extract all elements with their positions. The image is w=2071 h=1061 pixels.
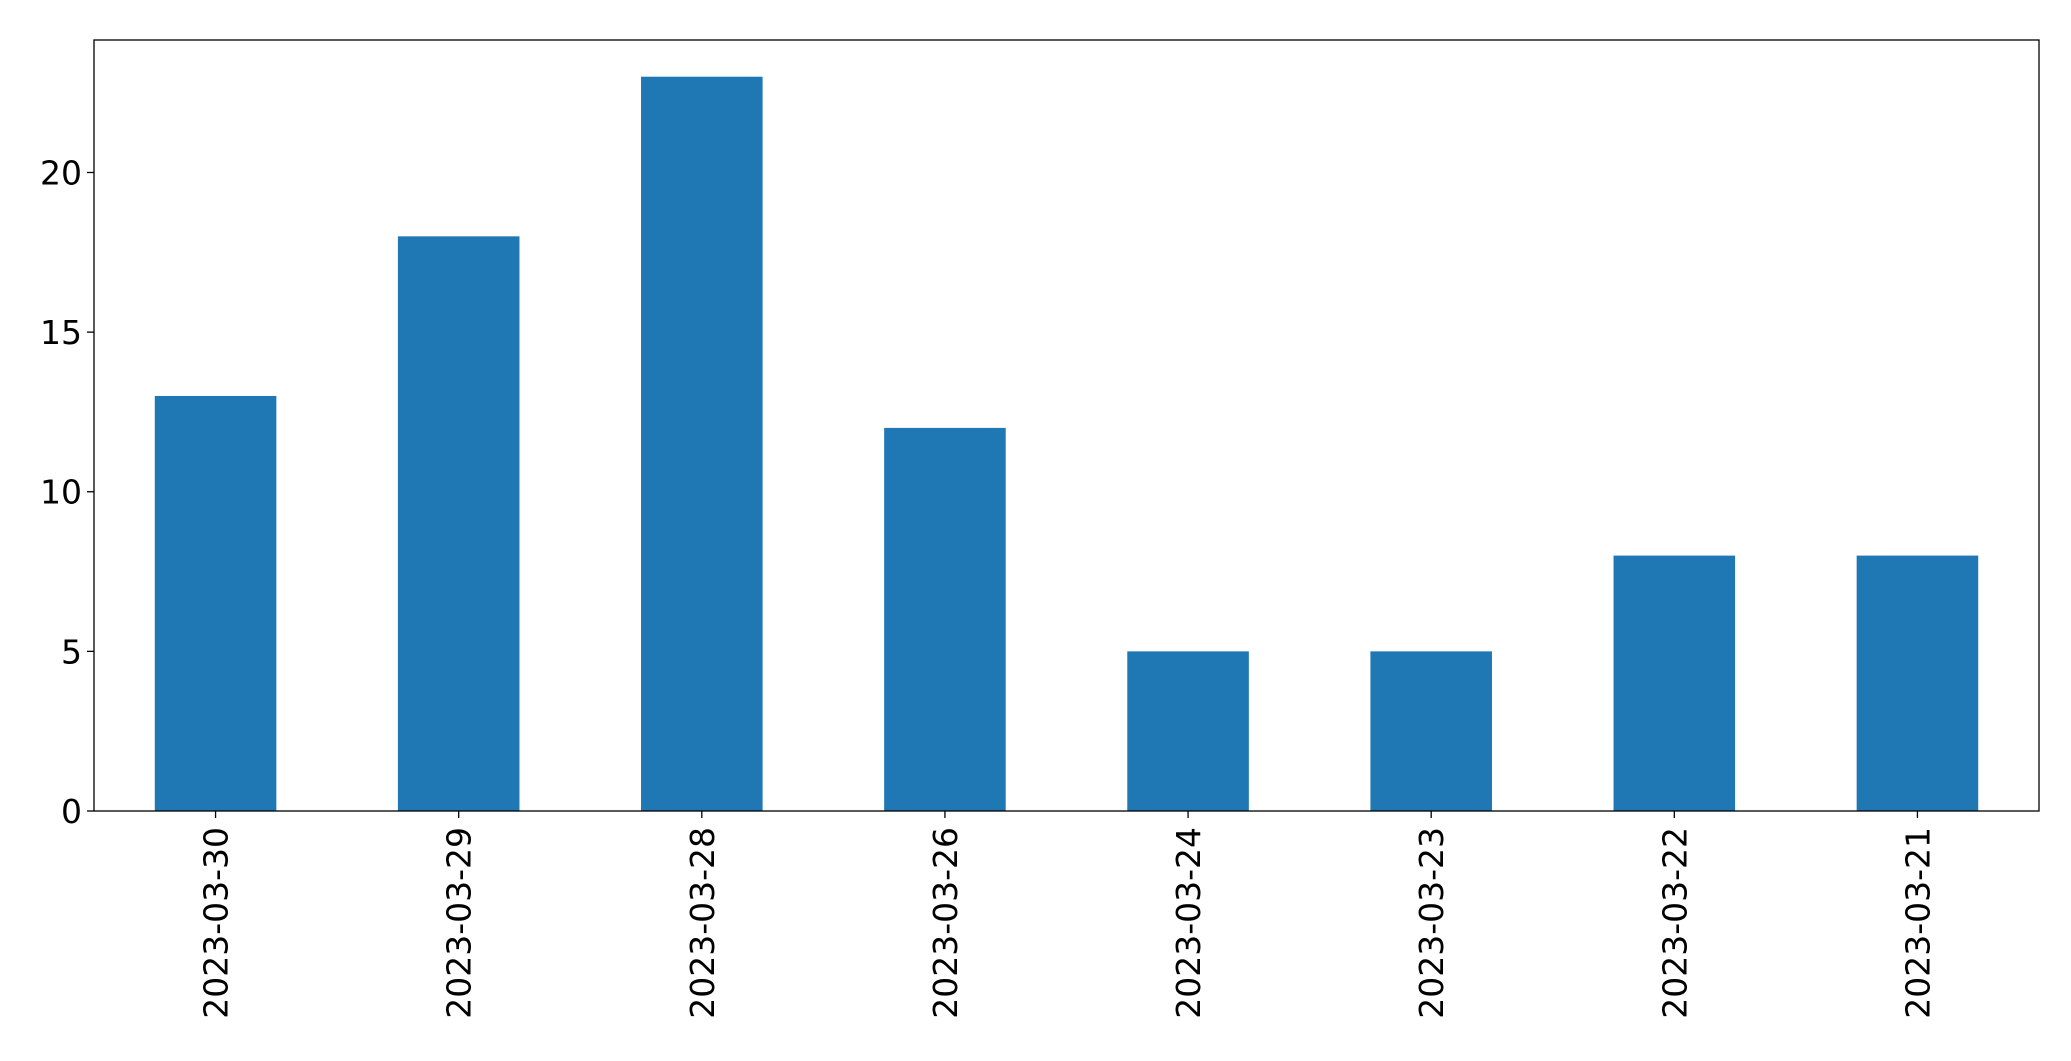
bar-2023-03-22 bbox=[1613, 555, 1736, 811]
y-tick-label: 10 bbox=[40, 473, 82, 512]
x-axis: 2023-03-30 2023-03-29 2023-03-28 2023-03-26… bbox=[197, 811, 1937, 1019]
x-tick-label: 2023-03-30 bbox=[197, 827, 236, 1019]
bar-2023-03-30 bbox=[154, 395, 277, 811]
bar-2023-03-24 bbox=[1127, 651, 1249, 811]
y-tick-label: 5 bbox=[61, 632, 82, 671]
plot-area-frame bbox=[93, 39, 2040, 812]
x-tick-label: 2023-03-21 bbox=[1898, 827, 1937, 1019]
y-axis: 0 5 10 15 20 bbox=[40, 153, 94, 831]
bar-2023-03-21 bbox=[1856, 555, 1979, 811]
y-tick-label: 0 bbox=[61, 792, 82, 831]
bar-2023-03-29 bbox=[397, 236, 520, 811]
x-tick-label: 2023-03-22 bbox=[1655, 827, 1694, 1019]
x-tick-label: 2023-03-26 bbox=[926, 827, 965, 1019]
bar-2023-03-26 bbox=[884, 427, 1006, 811]
x-tick-label: 2023-03-29 bbox=[440, 827, 479, 1019]
bar-2023-03-23 bbox=[1370, 651, 1492, 811]
x-tick-label: 2023-03-24 bbox=[1169, 827, 1208, 1019]
x-tick-label: 2023-03-28 bbox=[683, 827, 722, 1019]
bar-2023-03-28 bbox=[641, 76, 763, 811]
y-tick-label: 20 bbox=[40, 153, 82, 192]
bars-group bbox=[154, 76, 1979, 811]
y-tick-label: 15 bbox=[40, 313, 82, 352]
x-tick-label: 2023-03-23 bbox=[1412, 827, 1451, 1019]
